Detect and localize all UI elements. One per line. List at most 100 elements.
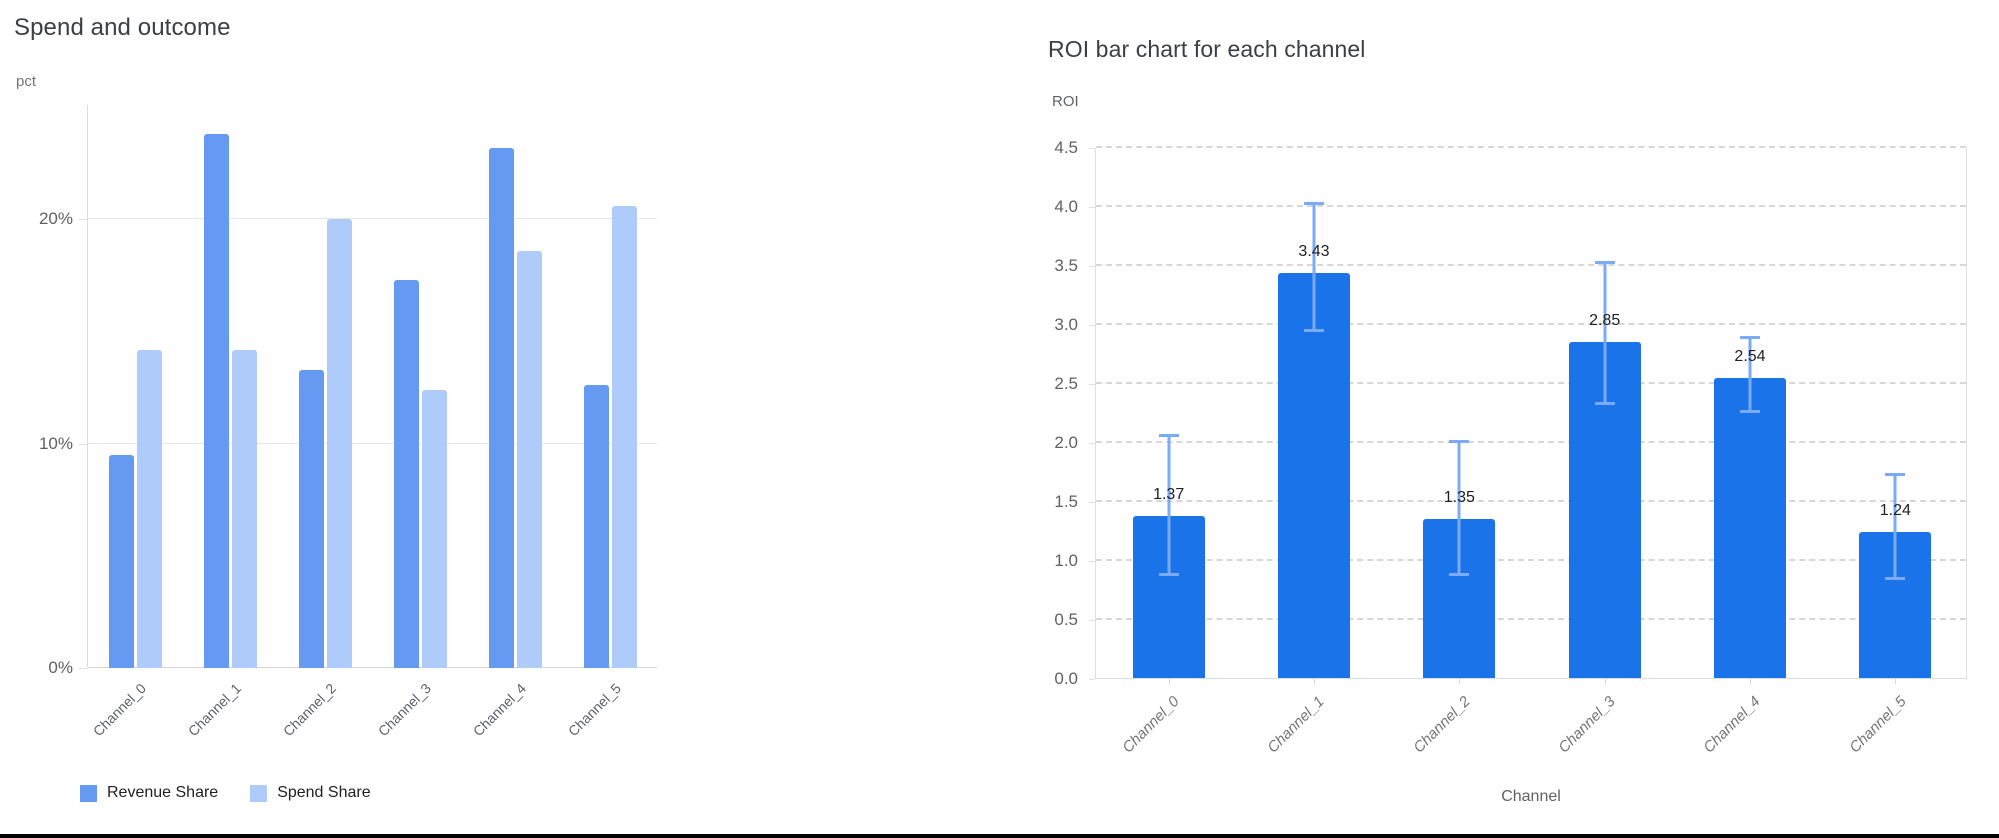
left-x-axis-line [88, 667, 657, 668]
left-y-axis-unit: pct [16, 73, 37, 90]
bar-spend-share-channel_1[interactable] [232, 349, 257, 668]
bar-value-label: 3.43 [1298, 243, 1330, 261]
bar-spend-share-channel_4[interactable] [517, 250, 542, 668]
error-bar-cap-top [1594, 260, 1615, 264]
error-bar-cap-bottom [1594, 402, 1615, 406]
y-axis-tick-mark [1089, 266, 1095, 267]
bar-revenue-share-channel_3[interactable] [394, 279, 419, 668]
y-axis-tick-mark [1089, 620, 1095, 621]
y-axis-tick-mark [79, 443, 87, 445]
error-bar-stem [1893, 475, 1897, 578]
error-bar-cap-bottom [1158, 573, 1179, 577]
x-axis-tick-label-text: Channel_5 [564, 680, 624, 740]
bar-spend-share-channel_0[interactable] [137, 349, 162, 668]
x-axis-tick-label-text: Channel_0 [1119, 693, 1183, 757]
x-axis-tick-mark [1314, 679, 1315, 684]
legend-label: Spend Share [277, 784, 371, 801]
error-bar-stem [1748, 338, 1752, 412]
gridline [1096, 323, 1966, 325]
gridline [1096, 618, 1966, 620]
chart-legend: Revenue Share Spend Share [80, 784, 371, 802]
bottom-border [0, 834, 1999, 838]
roi-chart: ROI bar chart for each channel ROI 0.0 0.… [1048, 28, 1998, 828]
error-bar-stem [1603, 262, 1607, 404]
x-axis-tick-mark [1459, 679, 1461, 684]
y-axis-tick-mark [1089, 502, 1095, 503]
right-plot-area: 0.0 0.5 1.0 1.5 2.0 2.5 3.0 3.5 4.0 4.5 1.37 Channe… [1054, 138, 1967, 756]
bar-spend-share-channel_2[interactable] [327, 219, 352, 668]
error-bar-cap-bottom [1304, 328, 1324, 332]
error-bar-cap-top [1740, 336, 1760, 340]
gridline [1096, 500, 1966, 502]
legend-swatch [250, 784, 268, 802]
gridline [1096, 382, 1966, 384]
bar-revenue-share-channel_4[interactable] [489, 147, 514, 668]
x-axis-tick-label-text: Channel_3 [374, 680, 434, 740]
legend-item-spend-share[interactable]: Spend Share [250, 784, 371, 802]
left-plot-area: 0% 10% 20% Channel_0 Channel_1 Channel_2 Chann… [39, 105, 657, 739]
error-bar-cap-bottom [1885, 576, 1906, 580]
right-x-axis-title: Channel [1501, 788, 1561, 805]
x-axis-tick-label-text: Channel_2 [1410, 693, 1474, 757]
error-bar-cap-top [1304, 201, 1324, 205]
error-bar-cap-top [1158, 434, 1179, 438]
y-axis-tick-mark [79, 219, 87, 221]
y-axis-tick-label: 3.0 [1054, 315, 1078, 334]
error-bar-cap-bottom [1740, 410, 1760, 414]
y-axis-tick-label: 2.5 [1054, 374, 1078, 393]
legend-label: Revenue Share [107, 784, 219, 801]
y-axis-tick-mark [1089, 207, 1095, 208]
gridline [1096, 146, 1966, 148]
gridline [88, 218, 657, 220]
x-axis-tick-label-text: Channel_3 [1555, 693, 1619, 757]
x-axis-tick-mark [1895, 679, 1897, 684]
legend-swatch [80, 784, 97, 802]
right-chart-title: ROI bar chart for each channel [1048, 36, 1366, 62]
error-bar-stem [1312, 203, 1316, 330]
y-axis-tick-label: 1.0 [1054, 551, 1078, 570]
bar-value-label: 1.24 [1879, 501, 1911, 519]
y-axis-tick-label: 1.5 [1054, 492, 1078, 511]
x-axis-tick-label-text: Channel_5 [1846, 693, 1910, 757]
bar-revenue-share-channel_2[interactable] [299, 369, 324, 668]
spend-outcome-chart: Spend and outcome pct 0% 10% 20% Channel_0 C… [14, 14, 714, 824]
x-axis-tick-label-text: Channel_1 [184, 680, 244, 740]
bar-revenue-share-channel_1[interactable] [204, 134, 229, 668]
legend-item-revenue-share[interactable]: Revenue Share [80, 784, 218, 802]
error-bar-cap-top [1449, 440, 1470, 443]
bar-revenue-share-channel_0[interactable] [109, 454, 134, 668]
roi-bar-channel_1[interactable] [1278, 273, 1350, 678]
bar-value-label: 2.54 [1734, 348, 1766, 366]
y-axis-tick-label: 0.0 [1054, 669, 1078, 688]
bar-spend-share-channel_3[interactable] [422, 389, 447, 668]
x-axis-tick-label-text: Channel_4 [1700, 693, 1765, 757]
bar-spend-share-channel_5[interactable] [612, 205, 637, 668]
error-bar-stem [1457, 442, 1461, 575]
roi-bar-channel_4[interactable] [1714, 378, 1786, 678]
bar-value-label: 2.85 [1589, 311, 1621, 329]
y-axis-tick-label: 0% [48, 658, 73, 677]
y-axis-tick-mark [79, 668, 87, 669]
y-axis-tick-mark [1089, 561, 1095, 562]
error-bar-cap-top [1885, 473, 1906, 477]
x-axis-tick-label-text: Channel_4 [469, 680, 529, 740]
bar-revenue-share-channel_5[interactable] [584, 385, 609, 668]
y-axis-tick-label: 0.5 [1054, 610, 1078, 629]
gridline [1096, 441, 1966, 443]
y-axis-tick-mark [1089, 443, 1095, 444]
x-axis-tick-mark [1168, 679, 1170, 684]
x-axis-tick-mark [1750, 679, 1751, 684]
y-axis-tick-mark [1089, 325, 1095, 326]
gridline [1096, 205, 1966, 207]
error-bar-cap-bottom [1449, 573, 1470, 577]
y-axis-tick-label: 4.5 [1054, 138, 1078, 157]
y-axis-tick-mark [1089, 148, 1095, 149]
x-axis-tick-label-text: Channel_1 [1264, 693, 1329, 757]
bar-value-label: 1.37 [1153, 486, 1185, 504]
x-axis-tick-label-text: Channel_0 [89, 680, 149, 740]
y-axis-tick-mark [1089, 679, 1095, 680]
y-axis-tick-mark [1089, 384, 1095, 385]
y-axis-tick-label: 4.0 [1054, 197, 1078, 216]
gridline [88, 442, 657, 444]
bar-value-label: 1.35 [1443, 488, 1475, 506]
